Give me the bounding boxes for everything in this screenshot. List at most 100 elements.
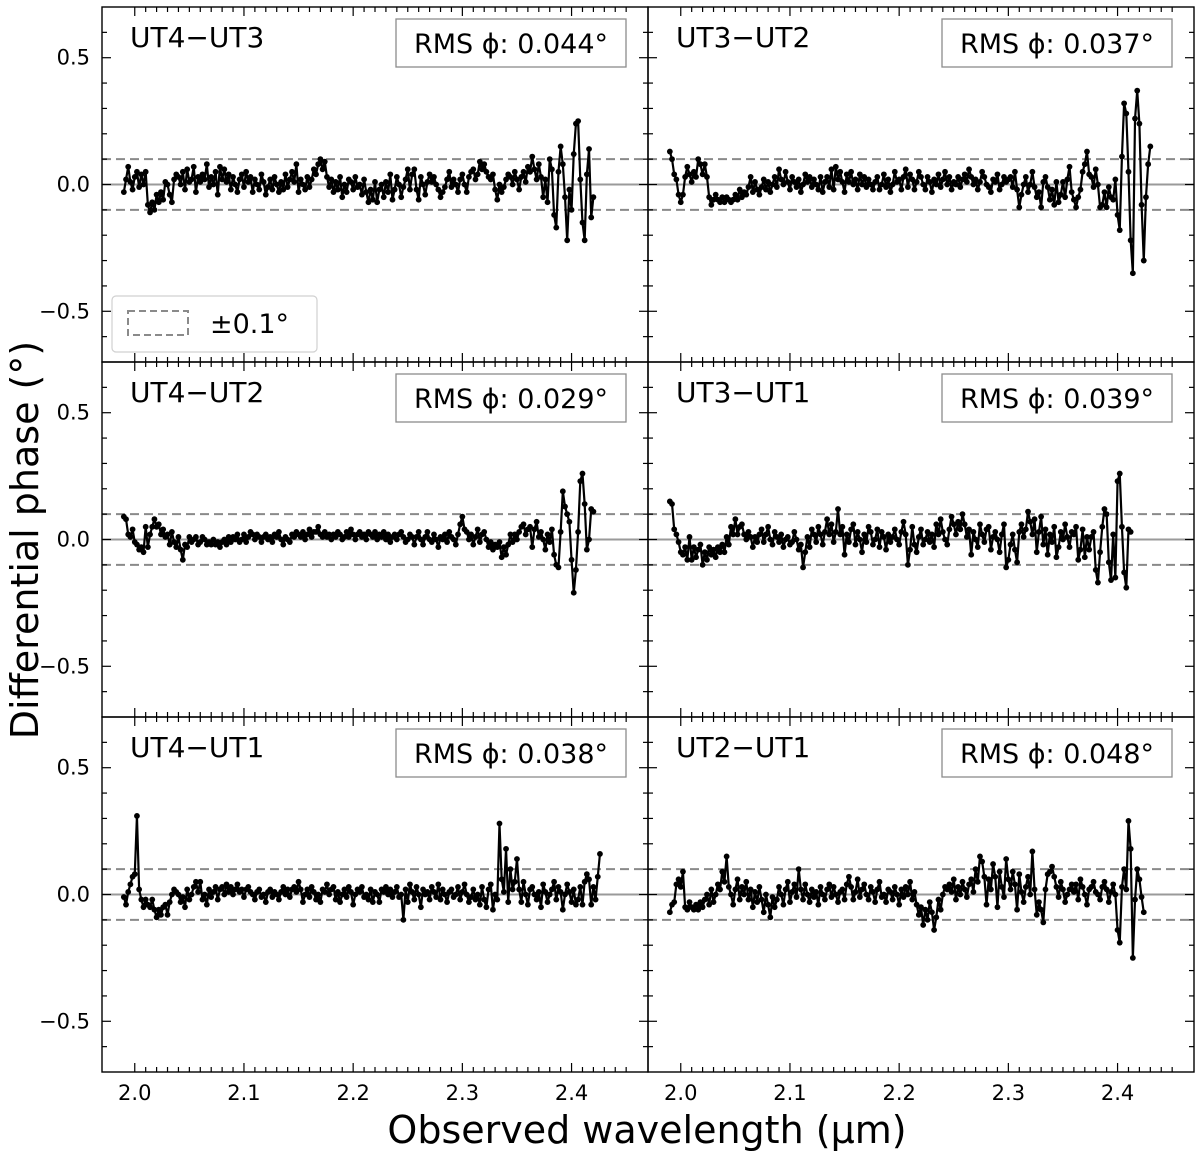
data-point	[963, 894, 970, 900]
data-point	[793, 184, 800, 190]
data-point	[273, 534, 280, 540]
data-point	[581, 501, 588, 507]
data-point	[939, 176, 946, 183]
data-point	[131, 173, 138, 180]
data-point	[898, 186, 905, 193]
data-point	[175, 534, 182, 540]
rms-box	[395, 373, 627, 423]
data-point	[343, 189, 350, 196]
data-point	[926, 179, 933, 185]
data-point	[887, 889, 894, 895]
data-point	[164, 911, 171, 918]
data-point	[557, 528, 564, 535]
data-point	[1022, 883, 1029, 890]
data-point	[937, 516, 944, 523]
data-point	[813, 181, 820, 188]
data-point	[763, 891, 769, 898]
data-point	[461, 181, 468, 188]
data-point	[479, 166, 485, 173]
data-point	[793, 536, 800, 543]
data-point	[1020, 181, 1027, 188]
data-point	[321, 528, 328, 535]
data-point	[695, 906, 702, 913]
data-point	[1110, 881, 1117, 888]
data-point	[675, 539, 682, 545]
data-point	[389, 894, 396, 900]
data-point	[400, 184, 407, 190]
data-point	[319, 534, 326, 540]
data-point	[361, 531, 367, 538]
data-point	[1064, 534, 1071, 540]
data-point	[758, 896, 765, 903]
data-point	[446, 168, 453, 175]
data-point	[149, 199, 156, 206]
data-point	[184, 166, 191, 173]
rms-label: RMS ϕ: 0.048°	[960, 739, 1154, 770]
data-point	[147, 209, 153, 216]
data-point	[1057, 878, 1064, 885]
data-point	[1064, 176, 1071, 183]
data-point	[391, 531, 398, 538]
data-point	[542, 176, 549, 183]
data-point	[420, 181, 426, 188]
data-point	[948, 186, 955, 193]
data-point	[577, 478, 584, 485]
data-point	[1088, 534, 1095, 540]
data-point	[734, 196, 741, 203]
data-point	[470, 541, 477, 548]
data-point	[913, 549, 920, 556]
data-point	[1084, 901, 1090, 908]
data-point	[542, 546, 549, 553]
data-point	[863, 184, 870, 190]
data-point	[306, 184, 313, 190]
data-point	[933, 521, 940, 528]
data-point	[1031, 886, 1038, 893]
data-point	[1012, 881, 1018, 888]
data-point	[459, 171, 466, 178]
data-point	[575, 896, 582, 903]
data-point	[583, 871, 590, 878]
data-point	[424, 179, 431, 185]
phase-series-line	[122, 120, 595, 242]
data-point	[179, 894, 186, 900]
data-point	[155, 199, 162, 206]
data-point	[348, 179, 354, 185]
data-point	[955, 518, 962, 525]
data-point	[706, 544, 713, 551]
data-point	[684, 906, 691, 913]
data-point	[918, 173, 924, 180]
data-point	[557, 889, 564, 895]
data-point	[717, 549, 723, 556]
data-point	[682, 544, 689, 551]
x-tick-label: 2.3	[992, 1081, 1025, 1105]
data-point	[1009, 868, 1016, 875]
data-point	[752, 534, 758, 540]
data-point	[546, 891, 553, 898]
data-point	[441, 184, 448, 190]
data-point	[933, 181, 940, 188]
data-point	[1123, 110, 1130, 117]
data-point	[166, 541, 173, 548]
data-point	[850, 181, 857, 188]
data-point	[699, 904, 706, 911]
data-point	[1064, 891, 1071, 898]
data-point	[238, 886, 245, 893]
data-point	[310, 166, 317, 173]
data-point	[345, 534, 352, 540]
data-point	[918, 526, 924, 533]
data-point	[1079, 168, 1086, 175]
data-point	[837, 168, 844, 175]
data-point	[431, 531, 437, 538]
data-point	[249, 189, 256, 196]
data-point	[136, 184, 143, 190]
data-point	[802, 549, 809, 556]
data-point	[470, 166, 477, 173]
data-point	[359, 883, 365, 890]
data-point	[269, 186, 276, 193]
data-point	[1077, 876, 1084, 883]
data-point	[1068, 189, 1075, 196]
data-point	[1108, 577, 1114, 583]
data-point	[568, 206, 575, 213]
data-point	[889, 534, 896, 540]
data-point	[758, 526, 765, 533]
